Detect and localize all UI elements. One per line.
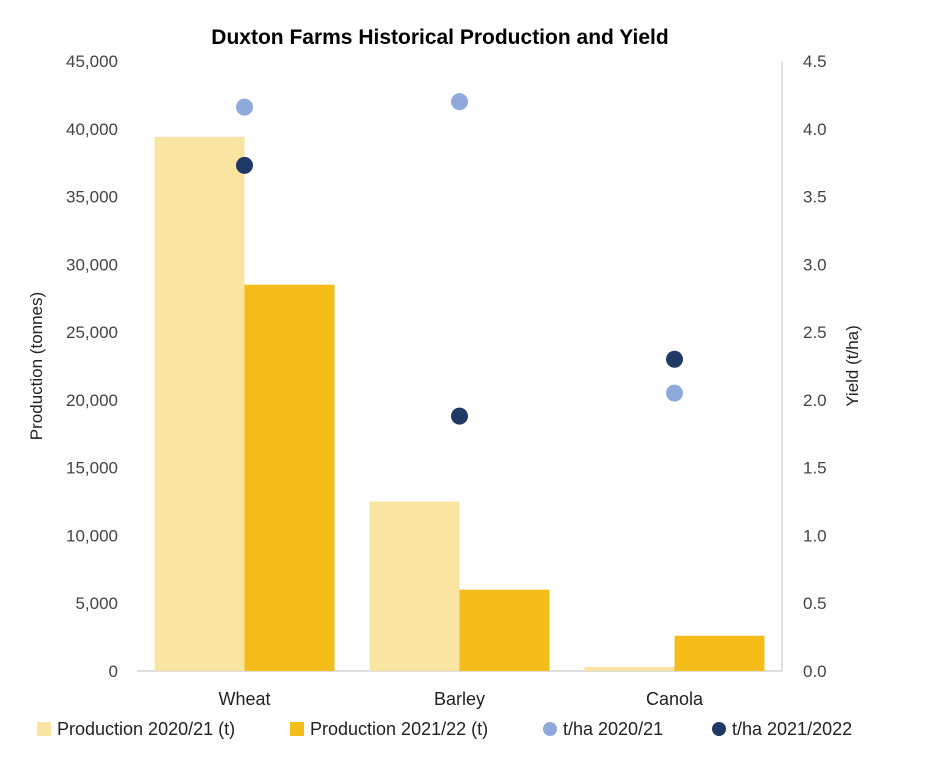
point-barley-series-2 [451, 407, 468, 425]
points [236, 93, 683, 425]
point-barley-series-1 [451, 93, 468, 111]
legend-marker [543, 722, 557, 736]
point-wheat-series-1 [236, 98, 253, 116]
bar-wheat-series-1 [154, 136, 245, 671]
category-label: Canola [646, 689, 704, 709]
bar-canola-series-1 [584, 666, 675, 671]
y2-tick-label: 0.5 [803, 594, 827, 613]
legend-swatch [290, 722, 304, 736]
y2-tick-label: 3.0 [803, 255, 827, 274]
bar-barley-series-1 [369, 501, 460, 671]
legend-label: Production 2021/22 (t) [310, 719, 488, 739]
category-label: Wheat [218, 689, 270, 709]
legend-label: t/ha 2021/2022 [732, 719, 852, 739]
right-axis-ticks: 0.0 0.5 1.0 1.5 2.0 2.5 3.0 3.5 4.0 4.5 [803, 52, 827, 681]
point-canola-series-2 [666, 350, 683, 368]
y-axis-label: Production (tonnes) [27, 292, 46, 440]
y-tick-label: 10,000 [66, 526, 118, 545]
y2-tick-label: 3.5 [803, 188, 827, 207]
left-axis-ticks: 0 5,000 10,000 15,000 20,000 25,000 30,000 35,0… [66, 52, 118, 681]
bar-canola-series-2 [674, 635, 765, 671]
bars [154, 136, 765, 671]
point-canola-series-1 [666, 384, 683, 402]
y2-tick-label: 4.5 [803, 52, 827, 71]
bar-wheat-series-2 [244, 284, 335, 671]
legend-label: t/ha 2020/21 [563, 719, 663, 739]
y-tick-label: 15,000 [66, 459, 118, 478]
chart-title: Duxton Farms Historical Production and Y… [211, 26, 668, 49]
y2-tick-label: 2.0 [803, 391, 827, 410]
legend-swatch [37, 722, 51, 736]
y2-tick-label: 4.0 [803, 120, 827, 139]
y-tick-label: 20,000 [66, 391, 118, 410]
category-label: Barley [434, 689, 485, 709]
y-tick-label: 5,000 [75, 594, 118, 613]
y2-tick-label: 1.5 [803, 459, 827, 478]
y2-tick-label: 2.5 [803, 323, 827, 342]
y-tick-label: 45,000 [66, 52, 118, 71]
category-labels: Wheat Barley Canola [218, 689, 704, 709]
legend-marker [712, 722, 726, 736]
legend-label: Production 2020/21 (t) [57, 719, 235, 739]
y2-tick-label: 1.0 [803, 526, 827, 545]
legend: Production 2020/21 (t) Production 2021/22… [37, 719, 852, 739]
y2-axis-label: Yield (t/ha) [843, 325, 862, 407]
y-tick-label: 35,000 [66, 188, 118, 207]
point-wheat-series-2 [236, 156, 253, 174]
bar-barley-series-2 [459, 589, 550, 671]
y-tick-label: 0 [109, 662, 118, 681]
y-tick-label: 25,000 [66, 323, 118, 342]
y-tick-label: 40,000 [66, 120, 118, 139]
y2-tick-label: 0.0 [803, 662, 827, 681]
y-tick-label: 30,000 [66, 255, 118, 274]
